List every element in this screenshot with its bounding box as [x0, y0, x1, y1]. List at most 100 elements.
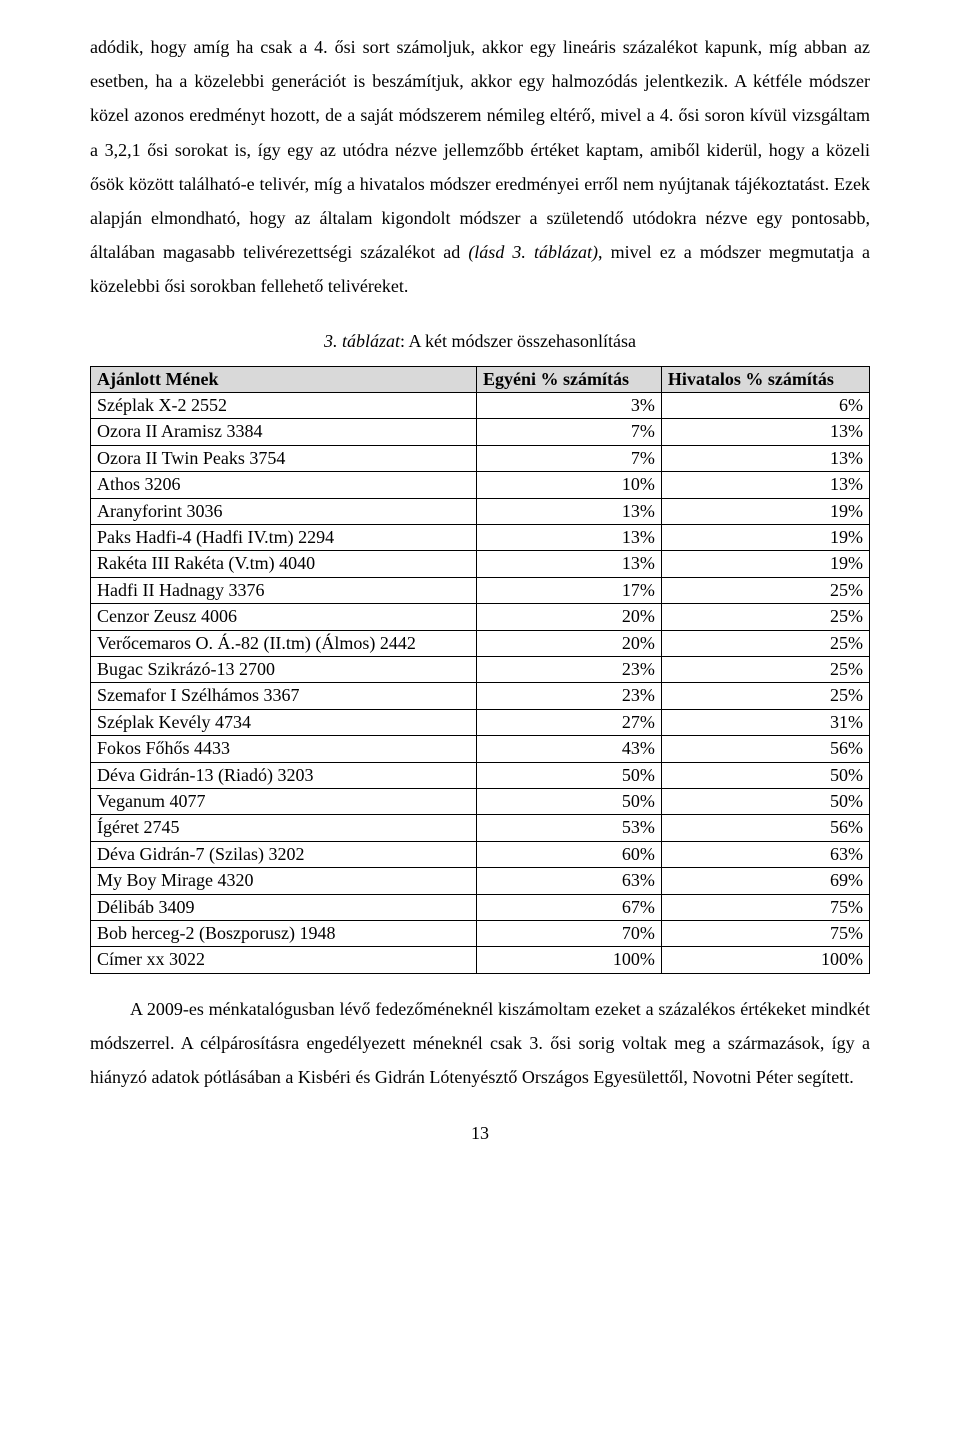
cell-own-pct: 100% — [476, 947, 661, 973]
cell-own-pct: 17% — [476, 577, 661, 603]
cell-official-pct: 75% — [661, 920, 869, 946]
cell-name: Déva Gidrán-13 (Riadó) 3203 — [91, 762, 477, 788]
cell-official-pct: 50% — [661, 762, 869, 788]
cell-own-pct: 70% — [476, 920, 661, 946]
col-header-own: Egyéni % számítás — [476, 366, 661, 392]
para1-italic: (lásd 3. táblázat) — [468, 242, 598, 262]
table-row: Cenzor Zeusz 400620%25% — [91, 604, 870, 630]
cell-name: Ozora II Twin Peaks 3754 — [91, 445, 477, 471]
col-header-official: Hivatalos % számítás — [661, 366, 869, 392]
cell-official-pct: 25% — [661, 577, 869, 603]
table-row: Szemafor I Szélhámos 336723%25% — [91, 683, 870, 709]
cell-official-pct: 19% — [661, 498, 869, 524]
cell-name: Bob herceg-2 (Boszporusz) 1948 — [91, 920, 477, 946]
cell-name: Ozora II Aramisz 3384 — [91, 419, 477, 445]
table-row: Rakéta III Rakéta (V.tm) 404013%19% — [91, 551, 870, 577]
cell-name: Verőcemaros O. Á.-82 (II.tm) (Álmos) 244… — [91, 630, 477, 656]
table-row: Ozora II Aramisz 33847%13% — [91, 419, 870, 445]
cell-name: Széplak Kevély 4734 — [91, 709, 477, 735]
table-row: Verőcemaros O. Á.-82 (II.tm) (Álmos) 244… — [91, 630, 870, 656]
table-row: Ozora II Twin Peaks 37547%13% — [91, 445, 870, 471]
table-row: Bugac Szikrázó-13 270023%25% — [91, 656, 870, 682]
cell-own-pct: 27% — [476, 709, 661, 735]
cell-official-pct: 25% — [661, 683, 869, 709]
table-row: Athos 320610%13% — [91, 472, 870, 498]
table-row: Hadfi II Hadnagy 337617%25% — [91, 577, 870, 603]
cell-official-pct: 13% — [661, 419, 869, 445]
table-row: Déva Gidrán-7 (Szilas) 320260%63% — [91, 841, 870, 867]
cell-official-pct: 56% — [661, 736, 869, 762]
cell-own-pct: 53% — [476, 815, 661, 841]
cell-official-pct: 13% — [661, 472, 869, 498]
cell-official-pct: 19% — [661, 551, 869, 577]
cell-name: Ígéret 2745 — [91, 815, 477, 841]
cell-own-pct: 20% — [476, 604, 661, 630]
cell-own-pct: 67% — [476, 894, 661, 920]
table-row: Veganum 407750%50% — [91, 788, 870, 814]
cell-own-pct: 50% — [476, 762, 661, 788]
cell-own-pct: 10% — [476, 472, 661, 498]
cell-own-pct: 23% — [476, 683, 661, 709]
cell-official-pct: 25% — [661, 630, 869, 656]
table-row: Fokos Főhős 443343%56% — [91, 736, 870, 762]
cell-official-pct: 13% — [661, 445, 869, 471]
cell-own-pct: 7% — [476, 445, 661, 471]
paragraph-1: adódik, hogy amíg ha csak a 4. ősi sort … — [90, 30, 870, 304]
paragraph-2-wrap: A 2009-es ménkatalógusban lévő fedezőmén… — [90, 992, 870, 1095]
cell-official-pct: 6% — [661, 393, 869, 419]
table-row: Címer xx 3022100%100% — [91, 947, 870, 973]
para1-text: adódik, hogy amíg ha csak a 4. ősi sort … — [90, 37, 870, 262]
cell-official-pct: 100% — [661, 947, 869, 973]
cell-own-pct: 13% — [476, 525, 661, 551]
table-row: Déva Gidrán-13 (Riadó) 320350%50% — [91, 762, 870, 788]
cell-own-pct: 13% — [476, 498, 661, 524]
cell-own-pct: 50% — [476, 788, 661, 814]
table-row: Széplak Kevély 473427%31% — [91, 709, 870, 735]
table-row: Ígéret 274553%56% — [91, 815, 870, 841]
cell-name: Déva Gidrán-7 (Szilas) 3202 — [91, 841, 477, 867]
cell-own-pct: 20% — [476, 630, 661, 656]
cell-name: My Boy Mirage 4320 — [91, 868, 477, 894]
cell-name: Rakéta III Rakéta (V.tm) 4040 — [91, 551, 477, 577]
cell-official-pct: 50% — [661, 788, 869, 814]
cell-name: Hadfi II Hadnagy 3376 — [91, 577, 477, 603]
cell-name: Címer xx 3022 — [91, 947, 477, 973]
cell-official-pct: 75% — [661, 894, 869, 920]
cell-official-pct: 63% — [661, 841, 869, 867]
caption-prefix: 3. táblázat — [324, 331, 400, 351]
cell-name: Széplak X-2 2552 — [91, 393, 477, 419]
cell-name: Szemafor I Szélhámos 3367 — [91, 683, 477, 709]
table-caption: 3. táblázat: A két módszer összehasonlít… — [90, 324, 870, 358]
table-row: Paks Hadfi-4 (Hadfi IV.tm) 229413%19% — [91, 525, 870, 551]
cell-name: Délibáb 3409 — [91, 894, 477, 920]
cell-official-pct: 19% — [661, 525, 869, 551]
comparison-table: Ajánlott Mének Egyéni % számítás Hivatal… — [90, 366, 870, 974]
cell-own-pct: 63% — [476, 868, 661, 894]
table-header-row: Ajánlott Mének Egyéni % számítás Hivatal… — [91, 366, 870, 392]
cell-name: Fokos Főhős 4433 — [91, 736, 477, 762]
table-row: Széplak X-2 25523%6% — [91, 393, 870, 419]
cell-own-pct: 60% — [476, 841, 661, 867]
cell-name: Bugac Szikrázó-13 2700 — [91, 656, 477, 682]
table-row: Bob herceg-2 (Boszporusz) 194870%75% — [91, 920, 870, 946]
cell-own-pct: 43% — [476, 736, 661, 762]
cell-name: Paks Hadfi-4 (Hadfi IV.tm) 2294 — [91, 525, 477, 551]
cell-official-pct: 31% — [661, 709, 869, 735]
paragraph-2: A 2009-es ménkatalógusban lévő fedezőmén… — [90, 992, 870, 1095]
page-number: 13 — [90, 1116, 870, 1150]
cell-own-pct: 23% — [476, 656, 661, 682]
cell-name: Athos 3206 — [91, 472, 477, 498]
cell-own-pct: 13% — [476, 551, 661, 577]
cell-official-pct: 56% — [661, 815, 869, 841]
caption-rest: : A két módszer összehasonlítása — [400, 331, 636, 351]
cell-official-pct: 25% — [661, 604, 869, 630]
cell-own-pct: 7% — [476, 419, 661, 445]
cell-name: Veganum 4077 — [91, 788, 477, 814]
col-header-name: Ajánlott Mének — [91, 366, 477, 392]
table-row: Aranyforint 303613%19% — [91, 498, 870, 524]
table-row: My Boy Mirage 432063%69% — [91, 868, 870, 894]
cell-name: Cenzor Zeusz 4006 — [91, 604, 477, 630]
cell-name: Aranyforint 3036 — [91, 498, 477, 524]
table-row: Délibáb 340967%75% — [91, 894, 870, 920]
cell-official-pct: 25% — [661, 656, 869, 682]
